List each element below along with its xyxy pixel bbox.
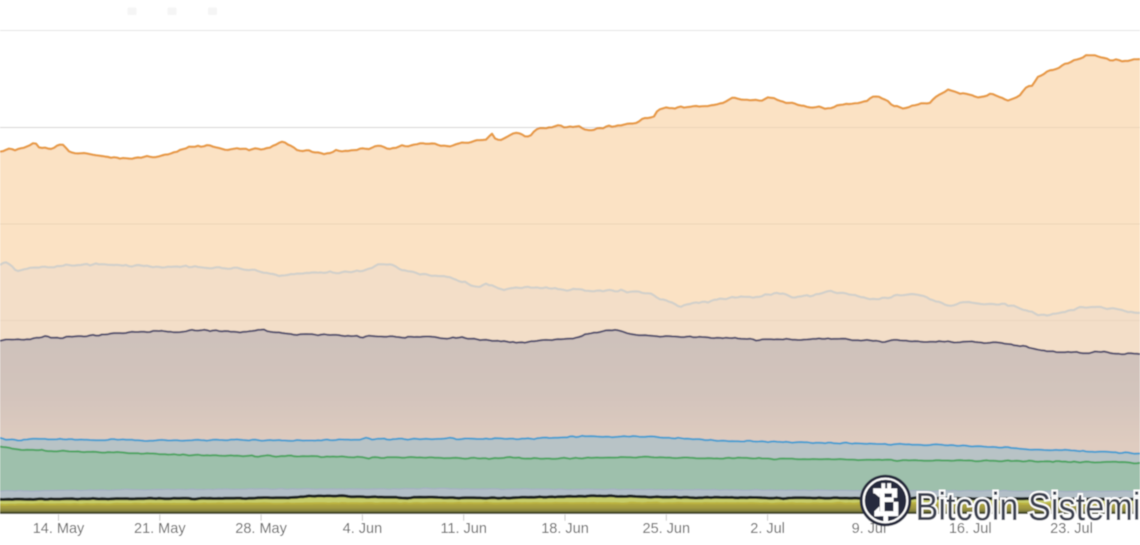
svg-text:4. Jun: 4. Jun	[343, 521, 383, 537]
svg-text:21. May: 21. May	[134, 521, 186, 537]
svg-text:25. Jun: 25. Jun	[643, 521, 691, 537]
svg-text:11. Jun: 11. Jun	[440, 521, 487, 537]
svg-text:28. May: 28. May	[235, 521, 287, 537]
svg-text:18. Jun: 18. Jun	[541, 521, 589, 537]
svg-text:14. May: 14. May	[33, 521, 85, 537]
svg-text:2. Jul: 2. Jul	[750, 521, 785, 537]
svg-text:Bitcoin Sistemi: Bitcoin Sistemi	[916, 486, 1140, 529]
